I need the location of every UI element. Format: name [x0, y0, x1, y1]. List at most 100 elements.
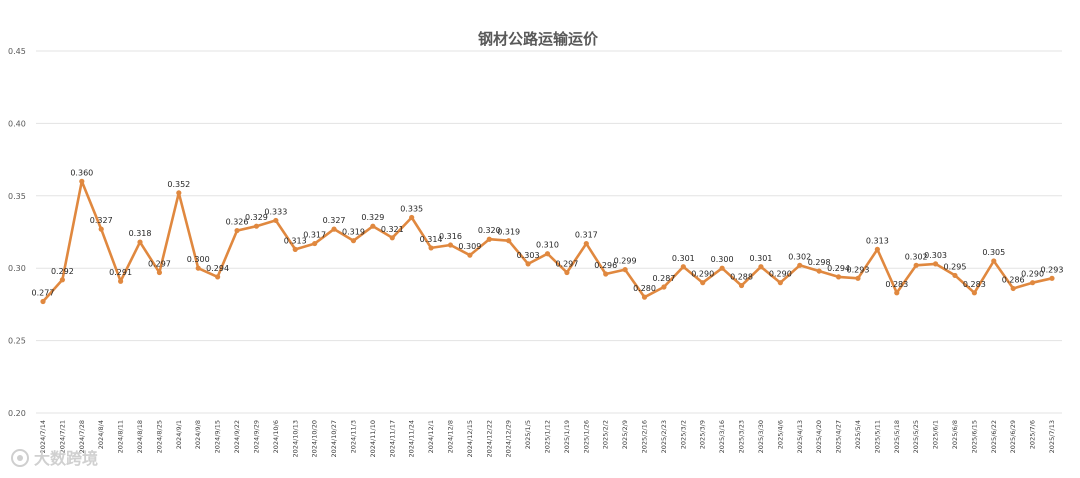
x-tick-label: 2025/1/26 — [582, 420, 590, 453]
x-tick-label: 2025/1/19 — [563, 420, 571, 453]
data-point — [195, 265, 201, 271]
data-point — [428, 245, 434, 251]
data-point — [350, 238, 357, 244]
watermark: 大数跨境 — [11, 449, 98, 468]
data-label: 0.301 — [672, 254, 695, 263]
y-tick-label: 0.35 — [8, 192, 26, 201]
y-tick-label: 0.45 — [8, 47, 26, 56]
x-tick-label: 2025/3/2 — [679, 420, 687, 449]
x-tick-label: 2025/6/22 — [990, 420, 998, 453]
x-tick-label: 2024/12/15 — [466, 420, 474, 457]
data-point — [816, 268, 822, 274]
data-point — [525, 261, 531, 267]
data-point — [118, 278, 124, 284]
x-tick-label: 2025/4/6 — [776, 420, 784, 449]
data-label: 0.293 — [847, 265, 870, 274]
x-tick-label: 2024/7/28 — [78, 420, 86, 453]
x-tick-label: 2025/1/12 — [544, 420, 552, 453]
data-point — [331, 226, 337, 232]
data-label: 0.327 — [323, 216, 346, 225]
x-tick-label: 2024/12/8 — [446, 420, 454, 453]
data-point — [1029, 280, 1036, 286]
x-tick-label: 2025/5/25 — [912, 420, 920, 453]
x-tick-label: 2025/4/27 — [835, 420, 843, 453]
data-label: 0.318 — [129, 229, 152, 238]
data-point — [661, 284, 667, 290]
x-tick-label: 2024/12/22 — [485, 420, 493, 457]
x-tick-label: 2024/8/11 — [117, 420, 125, 453]
gridlines — [36, 50, 1062, 414]
data-label: 0.320 — [478, 226, 501, 235]
data-point — [835, 274, 842, 280]
data-point — [389, 235, 395, 241]
data-label: 0.300 — [711, 255, 734, 264]
data-point — [603, 271, 609, 277]
x-tick-label: 2025/6/29 — [1009, 420, 1017, 453]
y-tick-label: 0.20 — [8, 409, 26, 418]
data-point — [176, 190, 182, 196]
x-tick-label: 2025/1/5 — [524, 420, 532, 449]
x-tick-label: 2024/12/1 — [427, 420, 435, 453]
x-tick-label: 2024/11/10 — [369, 420, 377, 457]
data-point — [215, 274, 221, 280]
data-point — [312, 240, 318, 247]
data-point — [234, 227, 240, 234]
data-label: 0.277 — [32, 289, 55, 298]
x-tick-label: 2024/8/18 — [136, 420, 144, 453]
data-point — [932, 261, 939, 267]
data-label: 0.283 — [885, 280, 908, 289]
data-label: 0.290 — [769, 270, 792, 279]
data-label: 0.296 — [594, 261, 617, 270]
x-tick-label: 2025/6/1 — [932, 420, 940, 449]
data-point — [156, 269, 163, 276]
data-point — [447, 242, 454, 248]
x-tick-label: 2024/7/21 — [58, 420, 66, 453]
data-label: 0.309 — [458, 242, 481, 251]
data-point — [874, 246, 880, 252]
data-point — [991, 258, 997, 264]
data-point — [738, 282, 745, 289]
x-tick-label: 2024/9/8 — [194, 420, 202, 449]
x-axis: 2024/7/14 2024/7/21 2024/7/28 2024/8/4 2024/… — [39, 420, 1056, 457]
data-label: 0.316 — [439, 232, 462, 241]
data-label: 0.297 — [148, 260, 171, 269]
data-label: 0.352 — [167, 180, 190, 189]
x-tick-label: 2024/11/17 — [388, 420, 396, 457]
data-label: 0.297 — [555, 260, 578, 269]
x-tick-label: 2025/3/9 — [699, 420, 707, 449]
data-label: 0.301 — [749, 254, 772, 263]
data-label: 0.286 — [1002, 275, 1025, 284]
data-label: 0.290 — [1021, 270, 1044, 279]
data-point — [952, 272, 958, 279]
data-point — [40, 298, 46, 305]
data-point — [700, 280, 706, 286]
y-tick-label: 0.40 — [8, 119, 26, 128]
data-label: 0.305 — [982, 248, 1005, 257]
x-tick-label: 2025/2/2 — [602, 420, 610, 449]
data-label: 0.287 — [652, 274, 675, 283]
watermark-text: 大数跨境 — [34, 449, 98, 468]
data-label: 0.333 — [264, 207, 287, 216]
data-points — [40, 178, 1055, 305]
data-label: 0.317 — [575, 231, 598, 240]
data-point — [719, 265, 725, 271]
x-tick-label: 2025/7/13 — [1048, 420, 1056, 453]
x-tick-label: 2025/6/15 — [970, 420, 978, 453]
data-point — [506, 238, 512, 244]
data-point — [253, 223, 260, 229]
data-point — [273, 217, 279, 224]
data-label: 0.290 — [691, 270, 714, 279]
data-label: 0.335 — [400, 205, 423, 214]
x-tick-label: 2025/7/6 — [1029, 420, 1037, 449]
data-label: 0.303 — [517, 251, 540, 260]
data-label: 0.303 — [924, 251, 947, 260]
data-label: 0.313 — [866, 236, 889, 245]
data-label: 0.310 — [536, 241, 559, 250]
data-label: 0.293 — [1041, 265, 1064, 274]
x-tick-label: 2024/10/13 — [291, 420, 299, 457]
data-label: 0.329 — [361, 213, 384, 222]
x-tick-label: 2024/7/14 — [39, 420, 47, 453]
x-tick-label: 2025/4/13 — [796, 420, 804, 453]
data-label: 0.299 — [614, 257, 637, 266]
